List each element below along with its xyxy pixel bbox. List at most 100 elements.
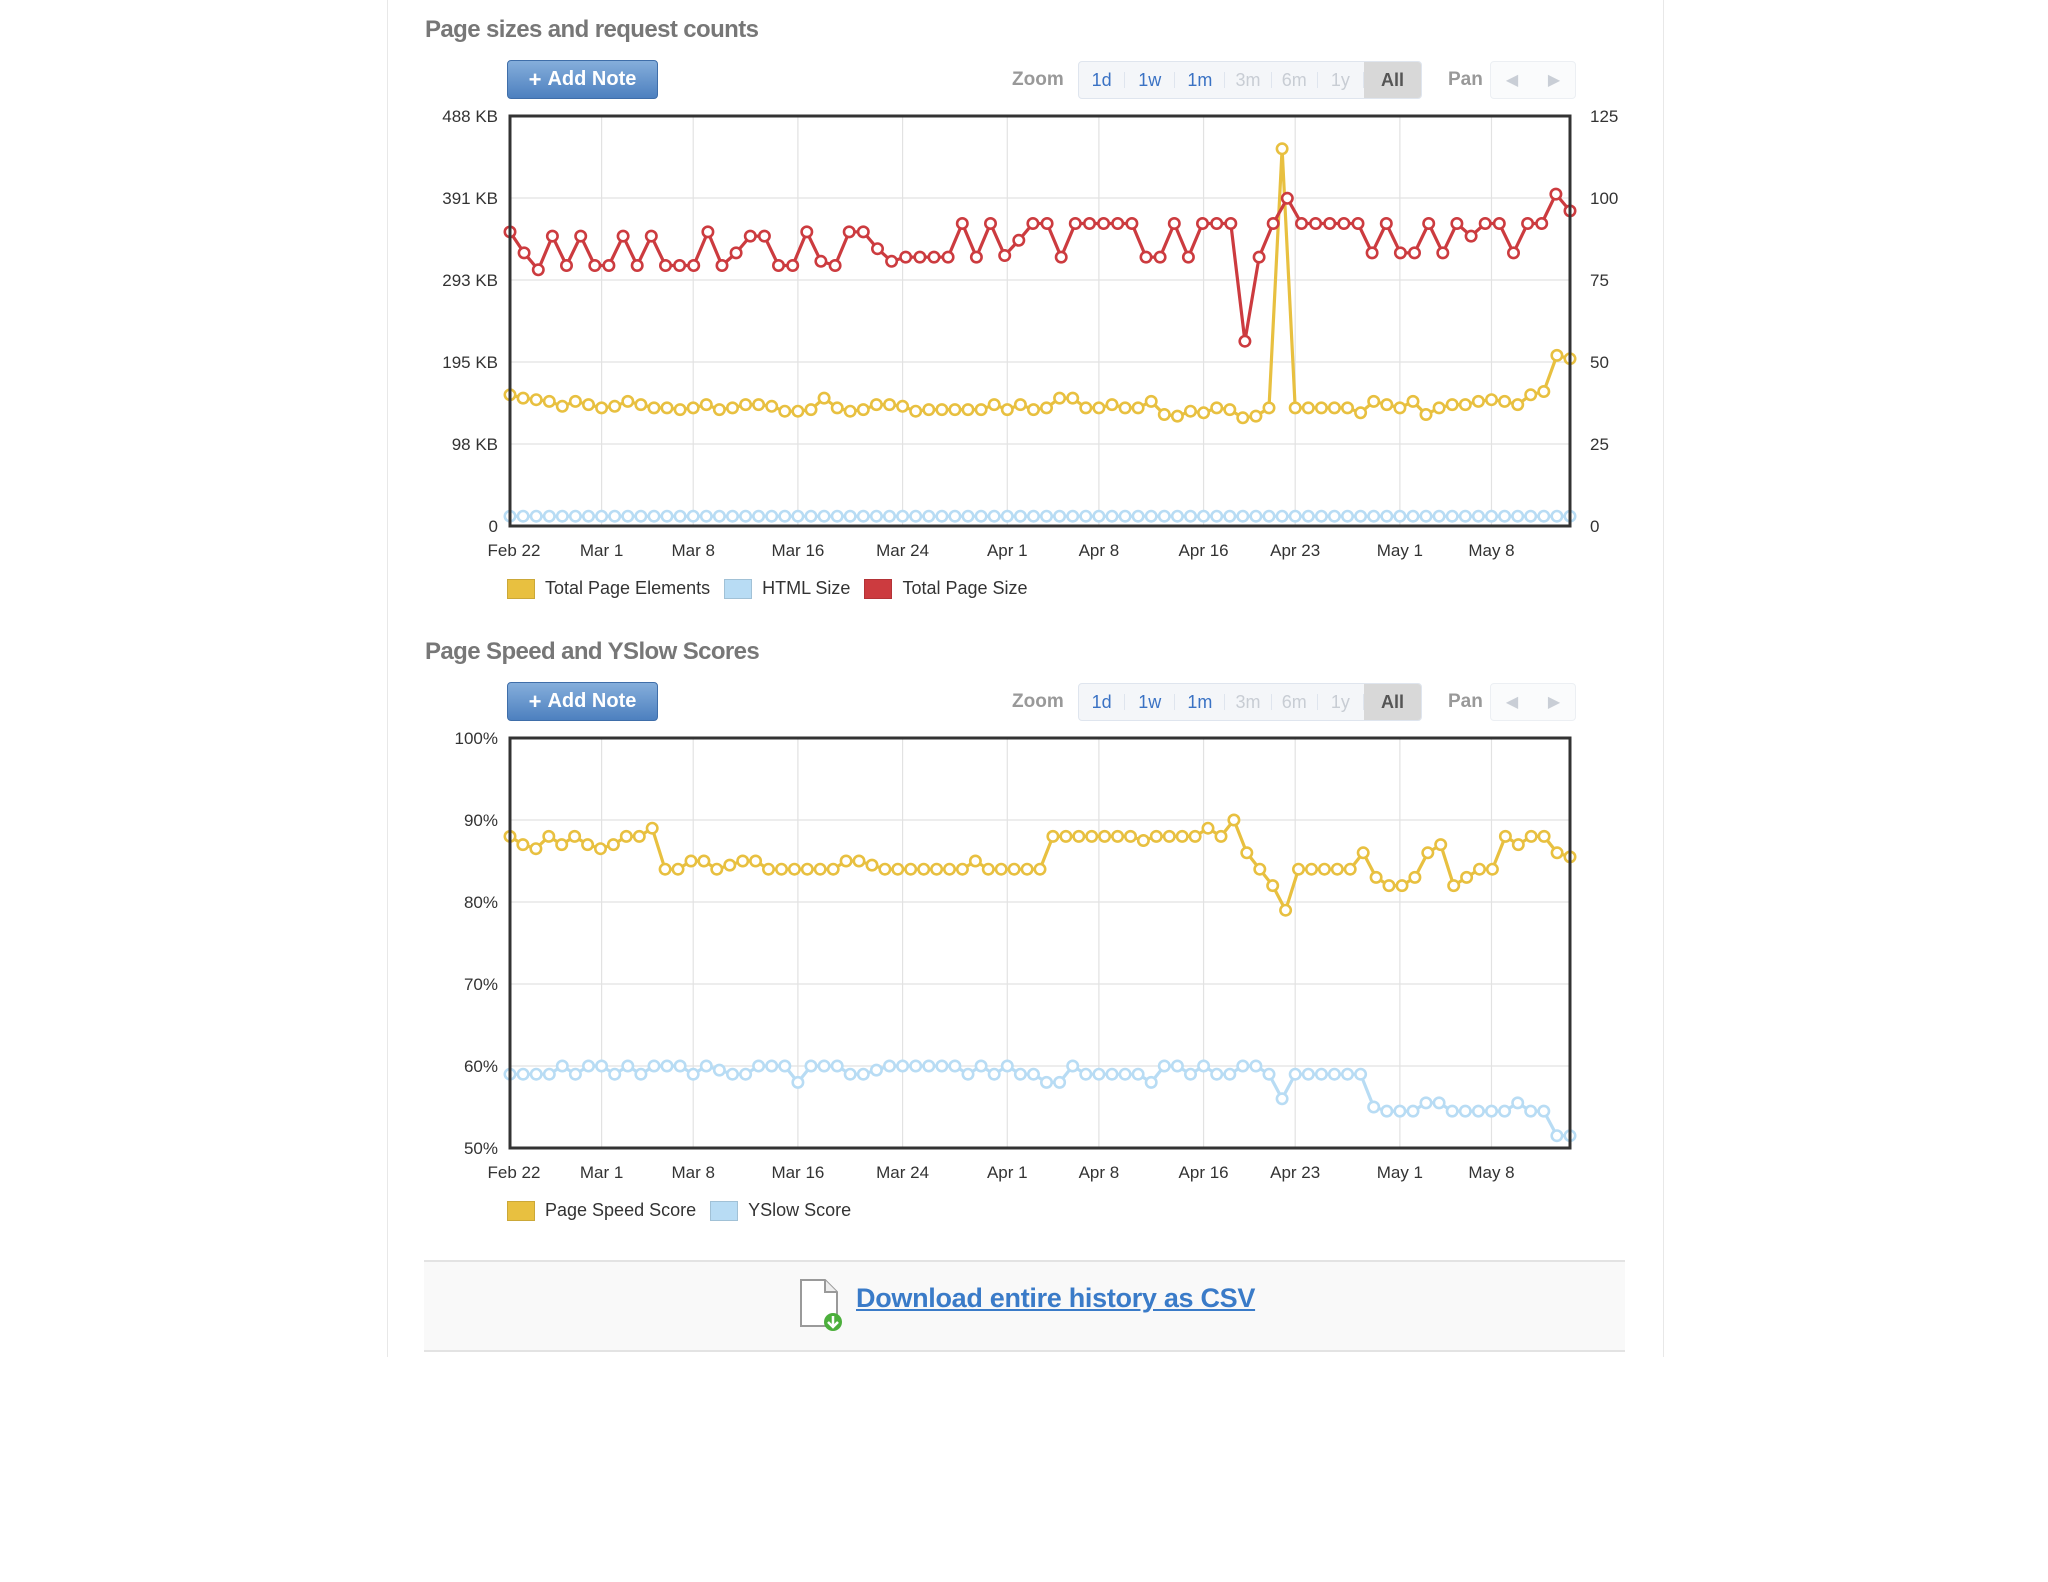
data-point-total-page-elements	[1026, 403, 1040, 417]
data-point-html-size	[778, 509, 792, 523]
data-point-page-speed-score	[1111, 829, 1125, 843]
zoom-1w-button[interactable]: 1w	[1138, 69, 1162, 90]
data-point-page-speed-score	[723, 858, 737, 872]
data-point-total-page-size	[1351, 217, 1365, 231]
zoom-1m-button[interactable]: 1m	[1187, 691, 1213, 712]
legend-item-total-page-elements[interactable]: Total Page Elements	[507, 578, 710, 599]
data-point-total-page-size	[1309, 217, 1323, 231]
y-tick-label-right: 75	[1590, 271, 1609, 290]
zoom-6m-button: 6m	[1281, 691, 1307, 712]
data-point-total-page-elements	[529, 393, 543, 407]
data-point-html-size	[1079, 509, 1093, 523]
zoom-1d-button[interactable]: 1d	[1091, 691, 1112, 712]
data-point-yslow-score	[1550, 1129, 1564, 1143]
data-point-total-page-size	[1097, 217, 1111, 231]
data-point-page-speed-score	[1007, 862, 1021, 876]
data-point-html-size	[1249, 509, 1263, 523]
data-point-total-page-size	[1026, 217, 1040, 231]
data-point-html-size	[516, 509, 530, 523]
legend-item-total-page-size[interactable]: Total Page Size	[864, 578, 1028, 599]
data-point-total-page-size	[701, 225, 715, 239]
data-point-page-speed-score	[710, 862, 724, 876]
data-point-yslow-score	[1288, 1067, 1302, 1081]
data-point-html-size	[1524, 509, 1538, 523]
legend-item-yslow-score[interactable]: YSlow Score	[710, 1200, 851, 1221]
data-point-yslow-score	[1511, 1096, 1525, 1110]
add-note-button-1[interactable]: + Add Note	[507, 60, 658, 99]
data-point-page-speed-score	[1098, 829, 1112, 843]
data-point-total-page-size	[560, 259, 574, 273]
data-point-total-page-size	[743, 229, 757, 243]
data-point-yslow-score	[1524, 1104, 1538, 1118]
data-point-page-speed-score	[1162, 829, 1176, 843]
x-tick-label: Apr 16	[1179, 1163, 1229, 1182]
data-point-page-speed-score	[542, 829, 556, 843]
add-note-button-2[interactable]: + Add Note	[507, 682, 658, 721]
data-point-yslow-score	[647, 1059, 661, 1073]
zoom-separator	[1174, 694, 1176, 710]
data-point-total-page-elements	[1105, 398, 1119, 412]
zoom-all-button[interactable]: All	[1364, 684, 1421, 720]
data-point-total-page-size	[1210, 217, 1224, 231]
legend-item-html-size[interactable]: HTML Size	[724, 578, 850, 599]
data-point-page-speed-score	[529, 842, 543, 856]
data-point-yslow-score	[1314, 1067, 1328, 1081]
x-tick-label: Mar 8	[671, 1163, 714, 1182]
data-point-page-speed-score	[761, 862, 775, 876]
zoom-1d-button[interactable]: 1d	[1091, 69, 1112, 90]
data-point-html-size	[1144, 509, 1158, 523]
data-point-page-speed-score	[1279, 903, 1293, 917]
zoom-1w-button[interactable]: 1w	[1138, 691, 1162, 712]
series-line-total-page-size	[508, 192, 1572, 343]
page-sizes-chart[interactable]: 0 98 KB 195 KB 293 KB 391 KB 488 KB 0 25 50 75 100…	[385, 106, 1675, 576]
add-note-label: Add Note	[547, 68, 637, 90]
x-tick-label: Feb 22	[488, 1163, 541, 1182]
x-tick-label: Apr 23	[1270, 541, 1320, 560]
data-point-page-speed-score	[1227, 813, 1241, 827]
data-point-total-page-elements	[1471, 394, 1485, 408]
data-point-html-size	[896, 509, 910, 523]
zoom-1m-button[interactable]: 1m	[1187, 69, 1213, 90]
data-point-total-page-elements	[621, 394, 635, 408]
legend-item-page-speed-score[interactable]: Page Speed Score	[507, 1200, 696, 1221]
data-point-total-page-size	[1294, 217, 1308, 231]
data-point-total-page-elements	[765, 399, 779, 413]
data-point-page-speed-score	[994, 862, 1008, 876]
data-point-total-page-size	[1379, 217, 1393, 231]
legend-swatch-blue	[710, 1200, 739, 1221]
y-tick-label-left: 90%	[464, 811, 498, 830]
data-point-page-speed-score	[736, 854, 750, 868]
data-point-yslow-score	[1131, 1067, 1145, 1081]
zoom-separator	[1316, 72, 1318, 88]
data-point-total-page-elements	[739, 398, 753, 412]
data-point-total-page-elements	[1537, 384, 1551, 398]
data-point-page-speed-score	[555, 838, 569, 852]
data-point-total-page-elements	[856, 403, 870, 417]
data-point-yslow-score	[1013, 1067, 1027, 1081]
data-point-page-speed-score	[1473, 862, 1487, 876]
data-point-html-size	[1026, 509, 1040, 523]
y-tick-label-left: 195 KB	[442, 353, 498, 372]
data-point-total-page-elements	[555, 399, 569, 413]
plot-area	[510, 116, 1570, 526]
legend-label: Page Speed Score	[545, 1200, 697, 1220]
data-point-page-speed-score	[1421, 846, 1435, 860]
data-point-total-page-size	[602, 259, 616, 273]
x-tick-label: Apr 1	[987, 541, 1028, 560]
data-point-yslow-score	[882, 1059, 896, 1073]
pan-left-icon[interactable]: ◀	[1505, 694, 1519, 711]
csv-file-download-icon[interactable]	[795, 1278, 845, 1332]
data-point-html-size	[673, 509, 687, 523]
scores-chart[interactable]: 50% 60% 70% 80% 90% 100% Feb 22 Mar 1 Mar 8 Mar 1…	[385, 728, 1675, 1198]
data-point-html-size	[1445, 509, 1459, 523]
pan-right-icon[interactable]: ▶	[1547, 72, 1561, 89]
pan-left-icon[interactable]: ◀	[1505, 72, 1519, 89]
data-point-yslow-score	[1197, 1059, 1211, 1073]
data-point-page-speed-score	[581, 838, 595, 852]
data-point-page-speed-score	[1511, 838, 1525, 852]
pan-right-icon[interactable]: ▶	[1547, 694, 1561, 711]
data-point-total-page-elements	[1000, 403, 1014, 417]
data-point-html-size	[1485, 509, 1499, 523]
download-csv-link[interactable]: Download entire history as CSV	[856, 1283, 1256, 1313]
zoom-all-button[interactable]: All	[1364, 62, 1421, 98]
